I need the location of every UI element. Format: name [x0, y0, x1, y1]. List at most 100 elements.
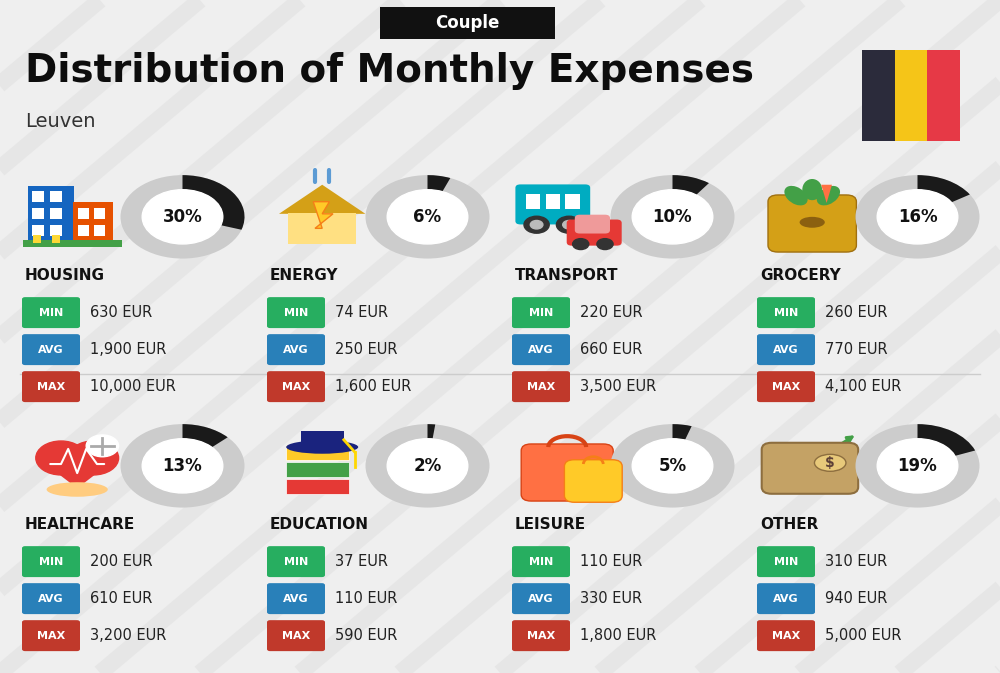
Circle shape	[142, 190, 223, 244]
Circle shape	[387, 439, 468, 493]
Circle shape	[877, 439, 958, 493]
FancyBboxPatch shape	[286, 462, 349, 477]
FancyBboxPatch shape	[32, 191, 44, 203]
Text: AVG: AVG	[38, 345, 64, 355]
Text: GROCERY: GROCERY	[760, 268, 841, 283]
Text: 590 EUR: 590 EUR	[335, 628, 397, 643]
Wedge shape	[672, 424, 692, 440]
Text: EDUCATION: EDUCATION	[270, 517, 369, 532]
FancyBboxPatch shape	[757, 371, 815, 402]
Text: Leuven: Leuven	[25, 112, 96, 131]
Text: MIN: MIN	[39, 557, 63, 567]
FancyBboxPatch shape	[762, 443, 858, 494]
FancyBboxPatch shape	[22, 546, 80, 577]
Text: MIN: MIN	[774, 557, 798, 567]
Wedge shape	[182, 424, 228, 448]
Text: MAX: MAX	[37, 631, 65, 641]
Ellipse shape	[784, 186, 808, 205]
Text: OTHER: OTHER	[760, 517, 818, 532]
Text: MIN: MIN	[39, 308, 63, 318]
Text: MAX: MAX	[282, 631, 310, 641]
Text: Distribution of Monthly Expenses: Distribution of Monthly Expenses	[25, 52, 754, 90]
Text: Couple: Couple	[435, 14, 500, 32]
Circle shape	[524, 216, 549, 233]
Text: AVG: AVG	[38, 594, 64, 604]
Wedge shape	[366, 175, 490, 258]
FancyBboxPatch shape	[33, 235, 41, 244]
Text: 200 EUR: 200 EUR	[90, 554, 153, 569]
Text: 5,000 EUR: 5,000 EUR	[825, 628, 902, 643]
FancyBboxPatch shape	[512, 297, 570, 328]
FancyBboxPatch shape	[757, 297, 815, 328]
Text: 660 EUR: 660 EUR	[580, 342, 642, 357]
FancyBboxPatch shape	[267, 546, 325, 577]
FancyBboxPatch shape	[895, 50, 927, 141]
Polygon shape	[821, 184, 832, 203]
Text: 940 EUR: 940 EUR	[825, 591, 887, 606]
Text: 74 EUR: 74 EUR	[335, 305, 388, 320]
Circle shape	[530, 221, 543, 229]
FancyBboxPatch shape	[546, 194, 560, 209]
FancyBboxPatch shape	[512, 583, 570, 614]
Text: 3,200 EUR: 3,200 EUR	[90, 628, 166, 643]
Text: 37 EUR: 37 EUR	[335, 554, 388, 569]
Text: MIN: MIN	[284, 557, 308, 567]
FancyBboxPatch shape	[73, 202, 113, 244]
Circle shape	[597, 239, 613, 250]
Text: 6%: 6%	[413, 208, 442, 226]
Text: MAX: MAX	[527, 382, 555, 392]
Circle shape	[563, 221, 575, 229]
FancyBboxPatch shape	[512, 371, 570, 402]
FancyBboxPatch shape	[267, 297, 325, 328]
Text: MIN: MIN	[529, 308, 553, 318]
Text: MAX: MAX	[772, 382, 800, 392]
FancyBboxPatch shape	[757, 546, 815, 577]
FancyBboxPatch shape	[512, 621, 570, 651]
Wedge shape	[120, 424, 244, 507]
FancyBboxPatch shape	[757, 621, 815, 651]
FancyBboxPatch shape	[22, 297, 80, 328]
Wedge shape	[366, 424, 490, 507]
Wedge shape	[855, 175, 980, 258]
Text: AVG: AVG	[283, 345, 309, 355]
Ellipse shape	[47, 482, 108, 497]
FancyBboxPatch shape	[32, 209, 44, 219]
FancyBboxPatch shape	[78, 225, 89, 236]
Text: AVG: AVG	[773, 345, 799, 355]
FancyBboxPatch shape	[768, 195, 856, 252]
FancyBboxPatch shape	[267, 621, 325, 651]
Wedge shape	[918, 424, 975, 456]
FancyBboxPatch shape	[512, 546, 570, 577]
Wedge shape	[918, 175, 970, 203]
Text: TRANSPORT: TRANSPORT	[515, 268, 618, 283]
FancyBboxPatch shape	[52, 235, 60, 244]
Circle shape	[387, 190, 468, 244]
FancyBboxPatch shape	[50, 225, 62, 236]
Circle shape	[36, 441, 86, 475]
Text: 2%: 2%	[413, 457, 442, 475]
Circle shape	[573, 239, 589, 250]
FancyBboxPatch shape	[32, 225, 44, 236]
Text: MIN: MIN	[284, 308, 308, 318]
FancyBboxPatch shape	[22, 583, 80, 614]
Text: AVG: AVG	[528, 345, 554, 355]
Ellipse shape	[286, 440, 358, 454]
FancyBboxPatch shape	[23, 240, 122, 246]
Circle shape	[68, 441, 119, 475]
Polygon shape	[279, 184, 365, 214]
Wedge shape	[428, 424, 435, 439]
Circle shape	[632, 439, 713, 493]
Text: 3,500 EUR: 3,500 EUR	[580, 379, 656, 394]
FancyBboxPatch shape	[78, 209, 89, 219]
FancyBboxPatch shape	[575, 215, 610, 234]
Text: 610 EUR: 610 EUR	[90, 591, 152, 606]
FancyBboxPatch shape	[94, 209, 105, 219]
Text: 110 EUR: 110 EUR	[335, 591, 397, 606]
FancyBboxPatch shape	[50, 209, 62, 219]
Text: 220 EUR: 220 EUR	[580, 305, 643, 320]
Text: MAX: MAX	[527, 631, 555, 641]
FancyBboxPatch shape	[22, 621, 80, 651]
Text: MIN: MIN	[774, 308, 798, 318]
Text: 5%: 5%	[658, 457, 687, 475]
Text: 10,000 EUR: 10,000 EUR	[90, 379, 176, 394]
